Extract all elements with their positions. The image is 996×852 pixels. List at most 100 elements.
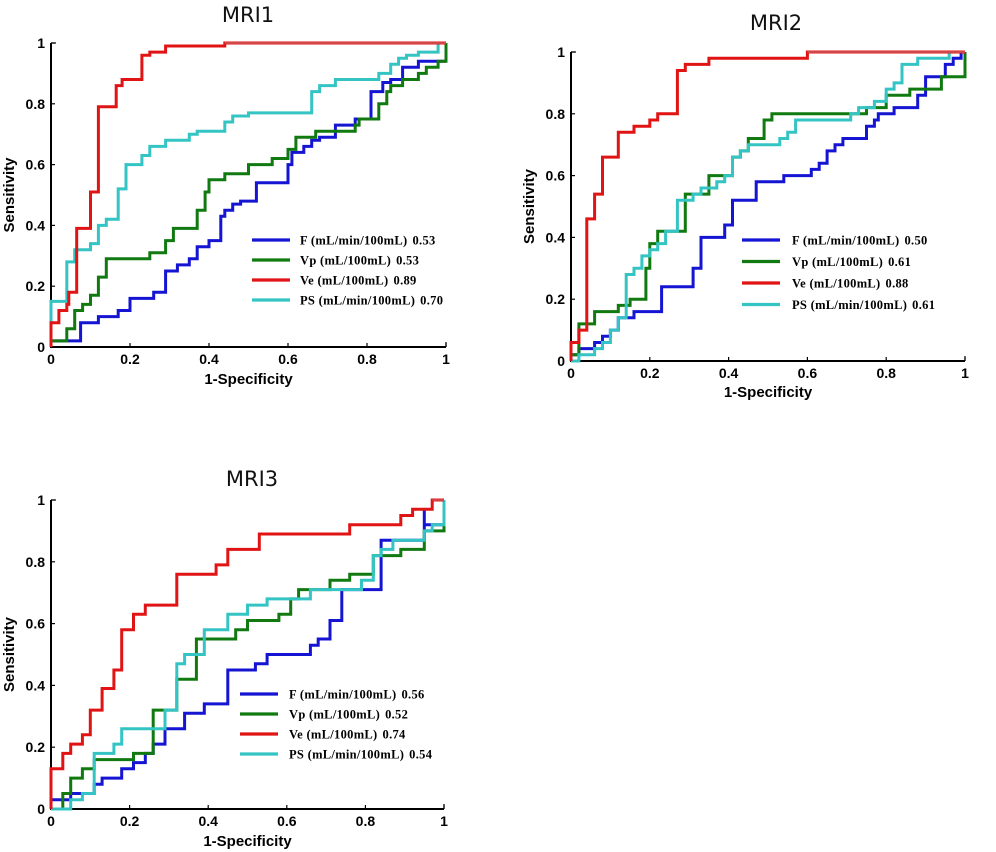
- y-tick-label: 0.2: [546, 291, 566, 307]
- y-tick-label: 0.6: [546, 168, 566, 184]
- legend-label: F (mL/min/100mL) 0.50: [792, 234, 928, 248]
- x-tick-label: 0.4: [199, 351, 219, 367]
- legend-item: Vp (mL/100mL) 0.52: [240, 708, 408, 722]
- y-tick-label: 0.6: [26, 157, 46, 173]
- y-tick-label: 0.8: [546, 106, 566, 122]
- legend-series-name: Ve (mL/100mL): [300, 274, 389, 288]
- roc-curve-ve: [49, 498, 444, 809]
- x-tick-label: 1: [440, 813, 448, 829]
- legend: F (mL/min/100mL) 0.53 Vp (mL/100mL) 0.53 Ve …: [252, 234, 443, 308]
- roc-curve-ve: [569, 50, 965, 361]
- legend: F (mL/min/100mL) 0.56 Vp (mL/100mL) 0.52 Ve …: [240, 688, 433, 762]
- legend-item: Vp (mL/100mL) 0.53: [252, 254, 419, 268]
- legend-auc-value: 0.50: [904, 234, 927, 248]
- x-axis-label: 1-Specificity: [204, 371, 293, 388]
- legend-series-name: F (mL/min/100mL): [289, 688, 396, 702]
- legend-auc-value: 0.52: [385, 708, 408, 722]
- x-tick-label: 0.8: [876, 365, 896, 381]
- legend-series-name: Vp (mL/100mL): [792, 255, 883, 269]
- y-tick-label: 0.6: [26, 616, 46, 632]
- legend-auc-value: 0.53: [412, 234, 435, 248]
- legend-auc-value: 0.89: [394, 274, 417, 288]
- chart-panel-mri3: MRI3 0 0.2 0.4 0.6 0.8 1 0 0.2 0.4 0.6 0.8 1 1-Specif…: [1, 467, 448, 850]
- legend-label: Vp (mL/100mL) 0.52: [289, 708, 408, 722]
- legend-auc-value: 0.53: [396, 254, 419, 268]
- legend-label: Ve (mL/100mL) 0.89: [300, 274, 417, 288]
- roc-curve-ve: [49, 41, 446, 347]
- x-axis-label: 1-Specificity: [724, 384, 813, 401]
- roc-curve-f: [49, 509, 444, 809]
- x-tick-label: 0.8: [356, 813, 376, 829]
- x-tick-label: 0.2: [640, 365, 660, 381]
- chart-title: MRI1: [222, 3, 274, 27]
- legend-series-name: F (mL/min/100mL): [792, 234, 899, 248]
- legend-auc-value: 0.74: [383, 728, 407, 742]
- x-tick-label: 0.6: [277, 813, 297, 829]
- legend-series-name: F (mL/min/100mL): [300, 234, 407, 248]
- legend-item: Ve (mL/100mL) 0.89: [252, 274, 417, 288]
- roc-curve-ps: [571, 50, 965, 363]
- x-tick-label: 1: [961, 365, 969, 381]
- legend-auc-value: 0.56: [401, 688, 424, 702]
- y-tick-label: 0.2: [26, 278, 46, 294]
- y-tick-label: 0.8: [26, 554, 46, 570]
- x-tick-label: 0.6: [278, 351, 298, 367]
- chart-title: MRI2: [750, 11, 802, 35]
- roc-curve-ps: [49, 41, 446, 347]
- y-axis-label: Sensitivity: [521, 168, 538, 244]
- legend-label: Ve (mL/100mL) 0.88: [792, 277, 909, 291]
- legend-item: F (mL/min/100mL) 0.50: [742, 234, 928, 248]
- legend-label: F (mL/min/100mL) 0.53: [300, 234, 436, 248]
- roc-curve-f: [49, 59, 446, 347]
- x-tick-label: 0.4: [719, 365, 739, 381]
- legend-label: Ve (mL/100mL) 0.74: [289, 728, 406, 742]
- legend-auc-value: 0.70: [420, 294, 443, 308]
- legend-item: Ve (mL/100mL) 0.88: [742, 277, 909, 291]
- chart-title: MRI3: [226, 467, 278, 491]
- x-axis-label: 1-Specificity: [203, 833, 292, 850]
- y-tick-label: 0.8: [26, 96, 46, 112]
- x-tick-label: 0: [47, 351, 55, 367]
- roc-curve-f: [569, 50, 965, 361]
- y-tick-label: 0.2: [26, 739, 46, 755]
- legend-label: PS (mL/min/100mL) 0.61: [792, 298, 935, 312]
- y-tick-label: 0.4: [26, 217, 46, 233]
- legend-series-name: Ve (mL/100mL): [289, 728, 378, 742]
- legend-item: PS (mL/min/100mL) 0.61: [742, 298, 935, 312]
- chart-panel-mri1: MRI1 0 0.2 0.4 0.6 0.8 1 0 0.2 0.4 0.6 0.8 1 1-Specif…: [1, 3, 450, 388]
- y-tick-label: 1: [37, 35, 45, 51]
- x-tick-label: 0.2: [120, 813, 140, 829]
- x-tick-label: 1: [442, 351, 450, 367]
- y-tick-label: 1: [37, 492, 45, 508]
- legend-auc-value: 0.61: [888, 255, 911, 269]
- y-axis-label: Sensitivity: [1, 157, 18, 233]
- chart-panel-mri2: MRI2 0 0.2 0.4 0.6 0.8 1 0 0.2 0.4 0.6 0.8 1 1-Specif…: [521, 11, 969, 401]
- axes: [570, 52, 965, 362]
- legend-item: Ve (mL/100mL) 0.74: [240, 728, 406, 742]
- y-tick-label: 0: [557, 353, 565, 369]
- x-tick-label: 0.8: [357, 351, 377, 367]
- x-tick-label: 0.4: [198, 813, 218, 829]
- x-tick-label: 0: [47, 813, 55, 829]
- legend-label: PS (mL/min/100mL) 0.54: [289, 748, 433, 762]
- legend-series-name: Vp (mL/100mL): [300, 254, 391, 268]
- y-tick-label: 0: [37, 339, 45, 355]
- legend-auc-value: 0.88: [886, 277, 909, 291]
- legend-auc-value: 0.54: [409, 748, 433, 762]
- y-tick-label: 0.4: [546, 229, 566, 245]
- legend-item: F (mL/min/100mL) 0.53: [252, 234, 436, 248]
- legend-item: Vp (mL/100mL) 0.61: [742, 255, 911, 269]
- legend-item: F (mL/min/100mL) 0.56: [240, 688, 424, 702]
- axes: [50, 500, 444, 810]
- roc-curve-ps: [51, 500, 446, 811]
- legend-label: Vp (mL/100mL) 0.61: [792, 255, 911, 269]
- legend-item: PS (mL/min/100mL) 0.70: [252, 294, 443, 308]
- roc-curve-vp: [51, 524, 446, 811]
- legend-series-name: PS (mL/min/100mL): [289, 748, 404, 762]
- x-tick-label: 0: [567, 365, 575, 381]
- legend-auc-value: 0.61: [912, 298, 935, 312]
- legend-series-name: PS (mL/min/100mL): [300, 294, 415, 308]
- x-tick-label: 0.6: [798, 365, 818, 381]
